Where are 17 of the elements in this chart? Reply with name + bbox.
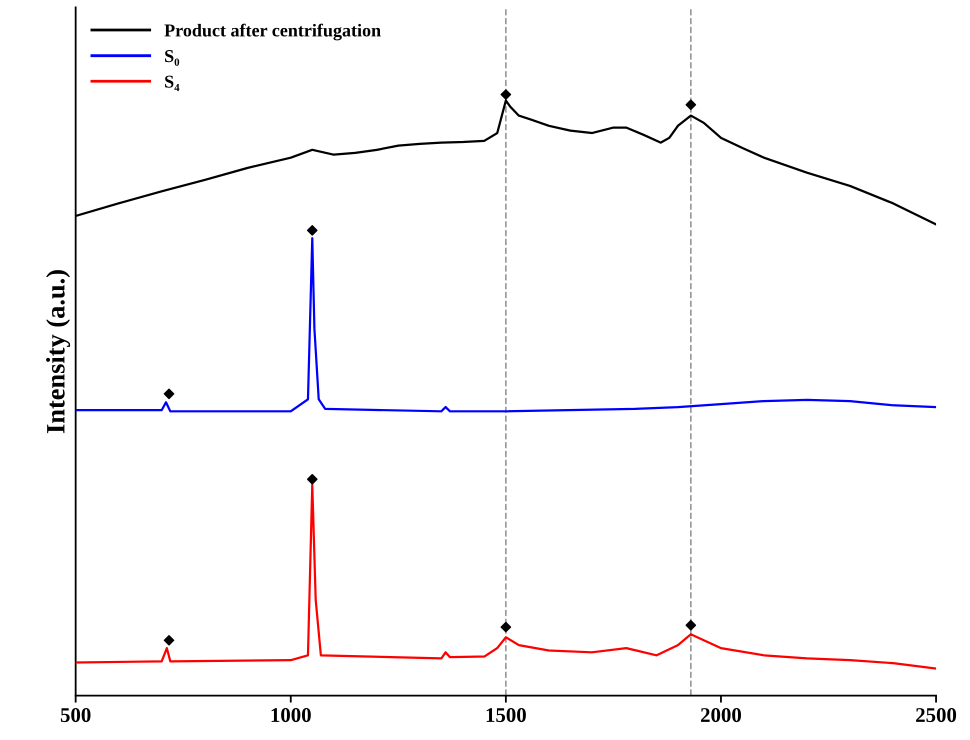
point — [500, 89, 512, 100]
point — [686, 620, 696, 631]
legend-label: Product after centrifugation — [164, 24, 381, 40]
point — [500, 622, 512, 632]
point — [686, 99, 696, 110]
point — [306, 474, 318, 485]
point — [164, 635, 174, 646]
point — [306, 225, 318, 236]
x-tick-label: 1500 — [486, 708, 526, 722]
legend-label: S₀ — [165, 50, 180, 66]
x-tick-label: 500 — [60, 708, 90, 722]
y-axis-title: Intensity (a.u.) — [46, 270, 70, 434]
x-tick-label: 2000 — [700, 708, 741, 722]
x-tick-label: 1000 — [272, 708, 311, 722]
legend-label: S₄ — [165, 76, 180, 92]
x-tick-label: 2500 — [916, 708, 956, 722]
point — [164, 388, 174, 400]
